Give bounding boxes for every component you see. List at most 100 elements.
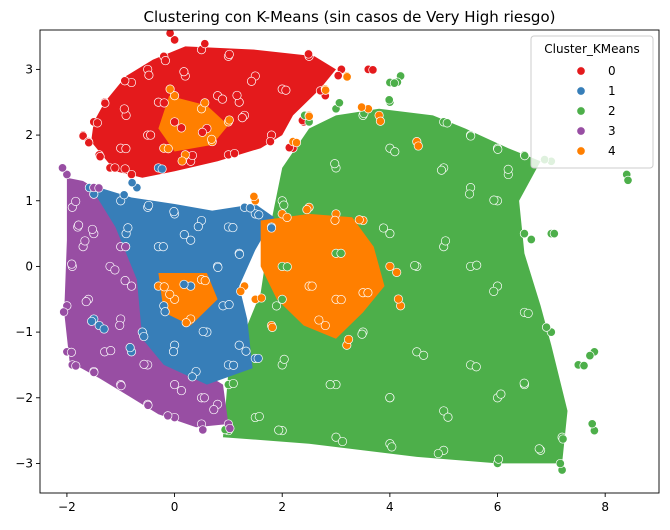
y-tick-label: 0 xyxy=(25,259,33,273)
point-cluster-2 xyxy=(519,229,529,239)
x-tick-label: 0 xyxy=(171,500,179,514)
point-cluster-2 xyxy=(489,195,499,205)
point-cluster-2 xyxy=(271,301,282,311)
point-cluster-2 xyxy=(587,419,597,429)
point-cluster-2 xyxy=(579,361,589,371)
point-cluster-2 xyxy=(336,248,346,258)
point-cluster-2 xyxy=(433,448,443,459)
legend-marker-3 xyxy=(576,126,586,136)
point-cluster-0 xyxy=(333,71,343,81)
point-cluster-0 xyxy=(224,49,234,59)
point-cluster-4 xyxy=(413,141,423,151)
point-cluster-1 xyxy=(253,353,263,363)
point-cluster-2 xyxy=(334,98,344,108)
point-cluster-4 xyxy=(163,144,173,154)
point-cluster-1 xyxy=(266,223,277,233)
point-cluster-4 xyxy=(320,320,330,331)
y-tick-label: 3 xyxy=(25,62,33,76)
point-cluster-3 xyxy=(126,281,137,291)
point-cluster-4 xyxy=(314,315,324,325)
point-cluster-1 xyxy=(179,279,189,289)
point-cluster-2 xyxy=(489,286,499,296)
point-cluster-1 xyxy=(119,190,129,200)
y-tick-label: −1 xyxy=(15,325,33,339)
point-cluster-2 xyxy=(387,442,397,452)
point-cluster-2 xyxy=(493,144,503,154)
point-cluster-1 xyxy=(234,249,245,259)
point-cluster-3 xyxy=(106,346,116,356)
point-cluster-3 xyxy=(81,297,91,307)
point-cluster-2 xyxy=(439,406,449,416)
point-cluster-3 xyxy=(57,163,68,173)
point-cluster-4 xyxy=(177,156,187,166)
point-cluster-1 xyxy=(87,316,97,326)
point-cluster-2 xyxy=(523,308,533,318)
point-cluster-2 xyxy=(519,378,529,388)
point-cluster-1 xyxy=(228,360,239,370)
point-cluster-4 xyxy=(302,205,312,215)
point-cluster-2 xyxy=(493,454,504,464)
cluster-2-cloud xyxy=(223,108,568,464)
point-cluster-3 xyxy=(209,405,219,415)
legend-title: Cluster_KMeans xyxy=(544,42,639,56)
point-cluster-1 xyxy=(158,242,168,252)
legend-label-4: 4 xyxy=(608,144,616,158)
point-cluster-2 xyxy=(390,147,400,157)
point-cluster-2 xyxy=(331,432,341,442)
point-cluster-0 xyxy=(100,98,110,108)
point-cluster-2 xyxy=(464,189,475,199)
point-cluster-1 xyxy=(99,324,109,334)
point-cluster-3 xyxy=(139,359,149,369)
point-cluster-3 xyxy=(176,386,186,396)
point-cluster-3 xyxy=(225,423,235,433)
point-cluster-3 xyxy=(89,367,99,377)
point-cluster-0 xyxy=(303,49,314,59)
legend-marker-0 xyxy=(576,66,586,76)
point-cluster-2 xyxy=(526,234,536,245)
point-cluster-2 xyxy=(541,322,552,332)
point-cluster-0 xyxy=(95,152,105,162)
cluster-4-left-cloud xyxy=(158,273,218,326)
point-cluster-2 xyxy=(279,354,289,364)
point-cluster-2 xyxy=(277,294,287,304)
y-tick-label: −3 xyxy=(15,456,33,470)
point-cluster-1 xyxy=(125,343,135,353)
point-cluster-2 xyxy=(279,200,289,210)
point-cluster-2 xyxy=(436,165,447,175)
point-cluster-2 xyxy=(520,151,530,161)
y-tick-label: −2 xyxy=(15,391,33,405)
cluster-4-center-cloud xyxy=(260,213,385,339)
point-cluster-2 xyxy=(330,159,340,169)
point-cluster-4 xyxy=(385,261,395,271)
point-cluster-1 xyxy=(224,300,234,310)
point-cluster-4 xyxy=(357,102,367,112)
point-cluster-2 xyxy=(337,436,348,447)
point-cluster-1 xyxy=(193,222,203,232)
point-cluster-2 xyxy=(378,223,389,233)
point-cluster-0 xyxy=(110,163,120,173)
point-cluster-3 xyxy=(66,347,76,357)
x-tick-label: 4 xyxy=(386,500,394,514)
point-cluster-2 xyxy=(440,236,451,246)
point-cluster-1 xyxy=(179,230,189,240)
legend-box xyxy=(530,35,654,169)
point-cluster-4 xyxy=(224,115,234,125)
point-cluster-2 xyxy=(503,164,513,174)
point-cluster-0 xyxy=(119,104,129,114)
point-cluster-4 xyxy=(344,334,354,344)
legend-marker-2 xyxy=(576,106,586,116)
point-cluster-4 xyxy=(307,281,317,291)
point-cluster-3 xyxy=(198,425,208,435)
point-cluster-2 xyxy=(443,412,453,422)
point-cluster-1 xyxy=(245,203,255,213)
x-tick-label: 8 xyxy=(601,500,609,514)
point-cluster-1 xyxy=(169,207,179,217)
point-cluster-0 xyxy=(121,144,131,154)
point-cluster-3 xyxy=(74,220,84,230)
point-cluster-1 xyxy=(186,235,196,245)
point-cluster-4 xyxy=(165,289,175,299)
point-cluster-0 xyxy=(144,70,154,80)
chart-title: Clustering con K-Means (sin casos de Ver… xyxy=(144,8,556,26)
point-cluster-2 xyxy=(585,351,595,361)
